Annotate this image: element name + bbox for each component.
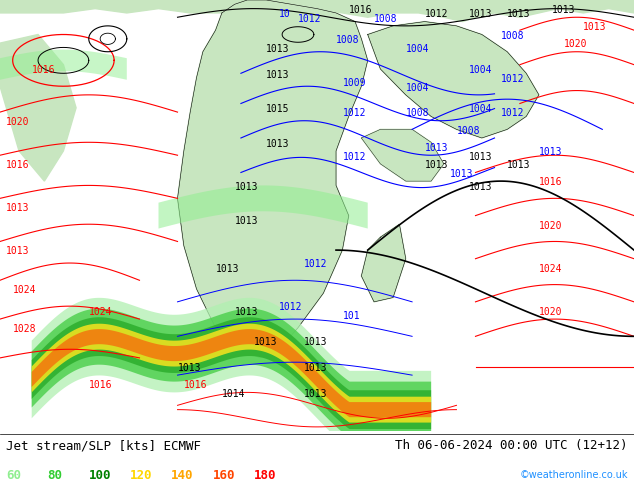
Text: 1024: 1024 bbox=[13, 285, 36, 295]
Text: 1016: 1016 bbox=[32, 65, 55, 75]
Text: 1013: 1013 bbox=[425, 160, 448, 170]
Polygon shape bbox=[158, 185, 368, 228]
Text: 1020: 1020 bbox=[539, 307, 562, 317]
Text: 1008: 1008 bbox=[456, 125, 480, 136]
Text: 1013: 1013 bbox=[450, 169, 474, 179]
Text: 80: 80 bbox=[48, 469, 63, 482]
Text: Jet stream/SLP [kts] ECMWF: Jet stream/SLP [kts] ECMWF bbox=[6, 440, 202, 452]
Text: 1013: 1013 bbox=[507, 160, 531, 170]
Polygon shape bbox=[0, 34, 76, 181]
Text: 100: 100 bbox=[89, 469, 111, 482]
Text: 1013: 1013 bbox=[266, 139, 290, 148]
Polygon shape bbox=[32, 324, 431, 422]
Polygon shape bbox=[178, 0, 368, 358]
Text: 1013: 1013 bbox=[178, 363, 201, 373]
Text: 1013: 1013 bbox=[507, 9, 531, 19]
Text: 1004: 1004 bbox=[406, 44, 429, 54]
Polygon shape bbox=[32, 329, 431, 417]
Text: ©weatheronline.co.uk: ©weatheronline.co.uk bbox=[519, 470, 628, 480]
Text: 1013: 1013 bbox=[304, 389, 328, 399]
Text: 1013: 1013 bbox=[469, 182, 493, 192]
Text: 1013: 1013 bbox=[425, 143, 448, 153]
Text: 1016: 1016 bbox=[349, 5, 372, 15]
Text: 1016: 1016 bbox=[89, 380, 112, 390]
Text: 1004: 1004 bbox=[469, 104, 493, 114]
Polygon shape bbox=[361, 129, 444, 181]
Text: 1013: 1013 bbox=[552, 5, 575, 15]
Text: 1012: 1012 bbox=[501, 74, 524, 84]
Text: 60: 60 bbox=[6, 469, 22, 482]
Text: 10: 10 bbox=[279, 9, 291, 19]
Text: 140: 140 bbox=[171, 469, 193, 482]
Text: 120: 120 bbox=[130, 469, 152, 482]
Polygon shape bbox=[32, 298, 431, 448]
Text: 1008: 1008 bbox=[501, 31, 524, 41]
Text: 1013: 1013 bbox=[254, 337, 277, 347]
Text: 1012: 1012 bbox=[501, 108, 524, 119]
Text: 1008: 1008 bbox=[336, 35, 359, 45]
Text: 1013: 1013 bbox=[235, 307, 258, 317]
Text: 1008: 1008 bbox=[406, 108, 429, 119]
Text: 1013: 1013 bbox=[583, 22, 607, 32]
Text: 1020: 1020 bbox=[539, 220, 562, 230]
Polygon shape bbox=[32, 309, 431, 438]
Polygon shape bbox=[32, 317, 431, 429]
Text: 1012: 1012 bbox=[342, 151, 366, 162]
Text: 1028: 1028 bbox=[13, 324, 36, 334]
Text: 1012: 1012 bbox=[279, 302, 302, 313]
Polygon shape bbox=[0, 0, 634, 22]
Text: 1013: 1013 bbox=[6, 246, 30, 256]
Text: 1009: 1009 bbox=[342, 78, 366, 88]
Text: 1012: 1012 bbox=[304, 259, 328, 270]
Text: 1020: 1020 bbox=[564, 39, 588, 49]
Text: 1013: 1013 bbox=[6, 203, 30, 213]
Text: 1013: 1013 bbox=[539, 147, 562, 157]
Text: 1013: 1013 bbox=[235, 216, 258, 226]
Text: 1013: 1013 bbox=[304, 337, 328, 347]
Text: 1015: 1015 bbox=[266, 104, 290, 114]
Text: 1020: 1020 bbox=[6, 117, 30, 127]
Text: 1016: 1016 bbox=[539, 177, 562, 187]
Text: 160: 160 bbox=[212, 469, 235, 482]
Text: 1024: 1024 bbox=[89, 307, 112, 317]
Text: 1013: 1013 bbox=[469, 151, 493, 162]
Polygon shape bbox=[0, 49, 127, 80]
Text: 1012: 1012 bbox=[298, 14, 321, 24]
Text: 1013: 1013 bbox=[469, 9, 493, 19]
Text: 1016: 1016 bbox=[6, 160, 30, 170]
Text: Th 06-06-2024 00:00 UTC (12+12): Th 06-06-2024 00:00 UTC (12+12) bbox=[395, 440, 628, 452]
Text: 1016: 1016 bbox=[184, 380, 207, 390]
Text: 101: 101 bbox=[342, 311, 360, 321]
Text: 1004: 1004 bbox=[469, 65, 493, 75]
Text: 1004: 1004 bbox=[406, 82, 429, 93]
Text: 1013: 1013 bbox=[216, 264, 239, 273]
Text: 1012: 1012 bbox=[342, 108, 366, 119]
Polygon shape bbox=[368, 22, 539, 138]
Text: 1013: 1013 bbox=[266, 44, 290, 54]
Text: 1013: 1013 bbox=[235, 182, 258, 192]
Text: 1013: 1013 bbox=[266, 70, 290, 79]
Text: 180: 180 bbox=[254, 469, 276, 482]
Polygon shape bbox=[361, 224, 406, 302]
Text: 1008: 1008 bbox=[374, 14, 398, 24]
Text: 1024: 1024 bbox=[539, 264, 562, 273]
Text: 1012: 1012 bbox=[425, 9, 448, 19]
Text: 1013: 1013 bbox=[304, 363, 328, 373]
Text: 1014: 1014 bbox=[222, 389, 245, 399]
